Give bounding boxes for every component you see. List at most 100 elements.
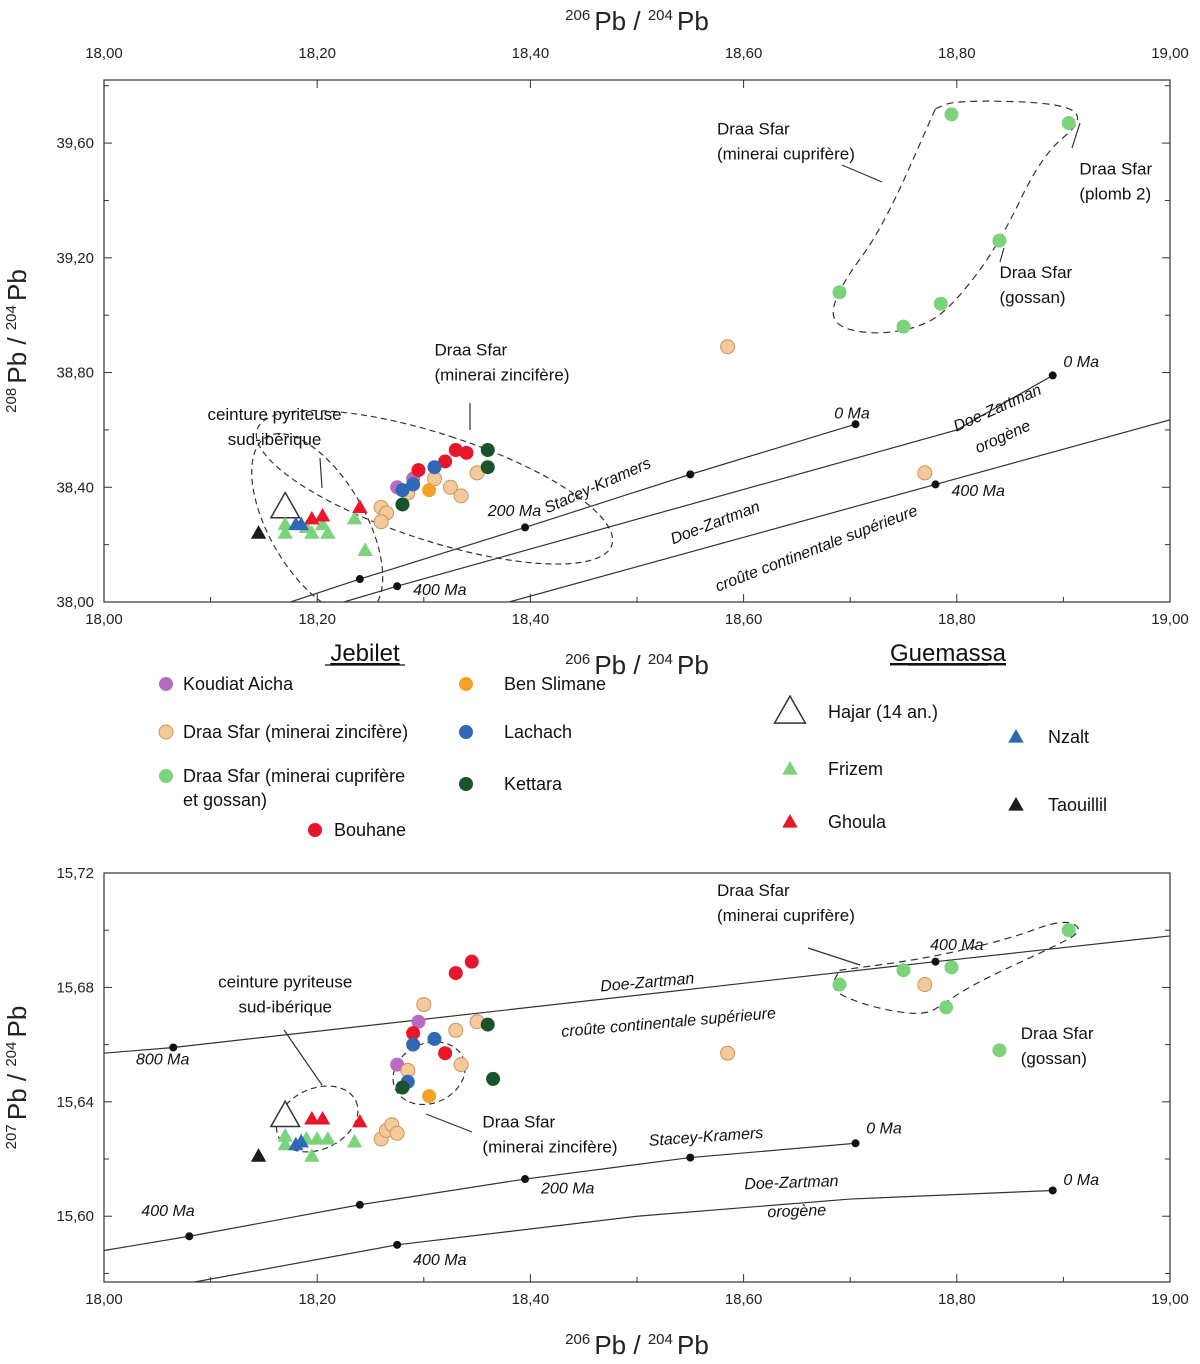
curve-label: 0 Ma xyxy=(1063,1172,1099,1189)
plot-208-vs-206: 18,00 18,00 18,20 18,20 18,40 18,40 18,60 18,60… xyxy=(2,6,1189,680)
annotation-label: Draa Sfar xyxy=(482,1113,555,1132)
legend-label: et gossan) xyxy=(183,790,267,810)
age-marker xyxy=(686,1153,695,1162)
curve-label: 800 Ma xyxy=(136,1052,189,1069)
group-envelope xyxy=(832,921,1079,1014)
x-top-tick-label: 18,20 xyxy=(298,45,336,62)
data-point xyxy=(438,454,453,469)
data-point xyxy=(480,1017,495,1032)
data-point xyxy=(427,1031,442,1046)
curve-label: orogène xyxy=(767,1202,826,1221)
data-point xyxy=(406,477,421,492)
legend-label: Frizem xyxy=(828,759,883,779)
age-marker xyxy=(1048,1186,1057,1195)
curve-label: 0 Ma xyxy=(1063,354,1099,371)
annotation-label: sud-ibérique xyxy=(238,997,332,1016)
legend-group-title: Jebilet xyxy=(330,640,400,667)
data-point xyxy=(464,954,479,969)
annotation-label: (minerai cuprifère) xyxy=(717,906,855,925)
data-point xyxy=(1061,923,1076,938)
data-point xyxy=(269,1099,301,1128)
legend-marker xyxy=(159,769,173,783)
data-point xyxy=(304,1148,320,1162)
y-axis-title: 207 Pb / 204 Pb xyxy=(2,1006,32,1150)
leader-line xyxy=(807,947,861,966)
data-point xyxy=(277,525,293,539)
y-tick-label: 38,00 xyxy=(56,594,94,611)
data-point xyxy=(480,460,495,475)
data-point xyxy=(917,465,933,481)
leader-line xyxy=(425,1113,473,1133)
y-tick-label: 38,80 xyxy=(56,365,94,382)
x-top-axis-title: 206 Pb / 204 Pb xyxy=(565,6,709,36)
data-point xyxy=(406,1037,421,1052)
data-point xyxy=(320,1131,336,1145)
data-point xyxy=(453,1057,469,1073)
group-envelope xyxy=(832,100,1079,334)
annotation-label: Draa Sfar xyxy=(999,263,1072,282)
data-point xyxy=(944,960,959,975)
annotation-label: ceinture pyriteuse xyxy=(218,972,352,991)
data-point xyxy=(277,516,293,531)
data-point xyxy=(933,296,948,311)
data-point xyxy=(373,514,389,530)
x-axis-title: 206 Pb / 204 Pb xyxy=(565,1330,709,1360)
age-marker xyxy=(355,1200,364,1209)
curve-label: Stacey-Kramers xyxy=(542,455,654,517)
y-tick-label: 39,60 xyxy=(56,135,94,152)
data-point xyxy=(416,997,432,1013)
data-point xyxy=(395,497,410,512)
age-marker xyxy=(355,575,364,584)
x-tick-label: 18,20 xyxy=(298,1291,336,1308)
x-tick-label: 18,20 xyxy=(298,611,336,628)
curve-label: Stacey-Kramers xyxy=(648,1125,764,1150)
legend-label: Nzalt xyxy=(1048,727,1089,747)
legend-label: Draa Sfar (minerai cuprifère xyxy=(183,766,405,786)
data-point xyxy=(277,1128,293,1142)
legend-marker xyxy=(459,677,473,691)
leader-line xyxy=(319,457,323,489)
y-axis-title: 208 Pb / 204 Pb xyxy=(2,269,32,413)
data-point xyxy=(422,1089,437,1104)
annotation-label: (minerai zincifère) xyxy=(434,365,569,384)
data-point xyxy=(411,1014,426,1029)
growth-curve xyxy=(343,374,1054,602)
curve-label: 400 Ma xyxy=(951,483,1004,500)
data-point xyxy=(346,1133,363,1148)
x-top-tick-label: 18,00 xyxy=(85,45,123,62)
legend-label: Kettara xyxy=(504,774,563,794)
x-tick-label: 18,00 xyxy=(85,1291,123,1308)
data-point xyxy=(293,516,309,531)
data-point xyxy=(346,510,363,525)
data-point xyxy=(448,966,463,981)
y-tick-label: 38,40 xyxy=(56,479,94,496)
x-tick-label: 18,40 xyxy=(512,1291,550,1308)
curve-label: 400 Ma xyxy=(413,1252,466,1269)
data-point xyxy=(992,1043,1007,1058)
data-point xyxy=(314,507,331,522)
curve-label: 0 Ma xyxy=(866,1120,902,1137)
data-point xyxy=(293,1133,309,1148)
y-tick-label: 15,68 xyxy=(56,979,94,996)
annotation-label: (plomb 2) xyxy=(1079,185,1151,204)
annotation-label: Draa Sfar xyxy=(1079,160,1152,179)
leader-line xyxy=(1071,122,1081,149)
age-marker xyxy=(851,1139,860,1148)
y-tick-label: 39,20 xyxy=(56,250,94,267)
plot-frame xyxy=(103,872,1171,1283)
data-point xyxy=(1061,116,1076,131)
data-point xyxy=(442,479,458,495)
data-point xyxy=(304,525,320,539)
data-point xyxy=(939,1000,954,1015)
data-point xyxy=(422,483,437,498)
curve-label: 200 Ma xyxy=(487,503,541,520)
annotation-label: ceinture pyriteuse xyxy=(207,405,341,424)
data-point xyxy=(448,442,463,457)
y-tick-label: 15,72 xyxy=(56,865,94,882)
age-marker xyxy=(931,480,940,489)
data-point xyxy=(304,1110,320,1125)
curve-label: 0 Ma xyxy=(834,405,870,422)
data-point xyxy=(277,1136,293,1151)
growth-curve xyxy=(104,1142,856,1252)
curve-label: 200 Ma xyxy=(540,1180,594,1197)
